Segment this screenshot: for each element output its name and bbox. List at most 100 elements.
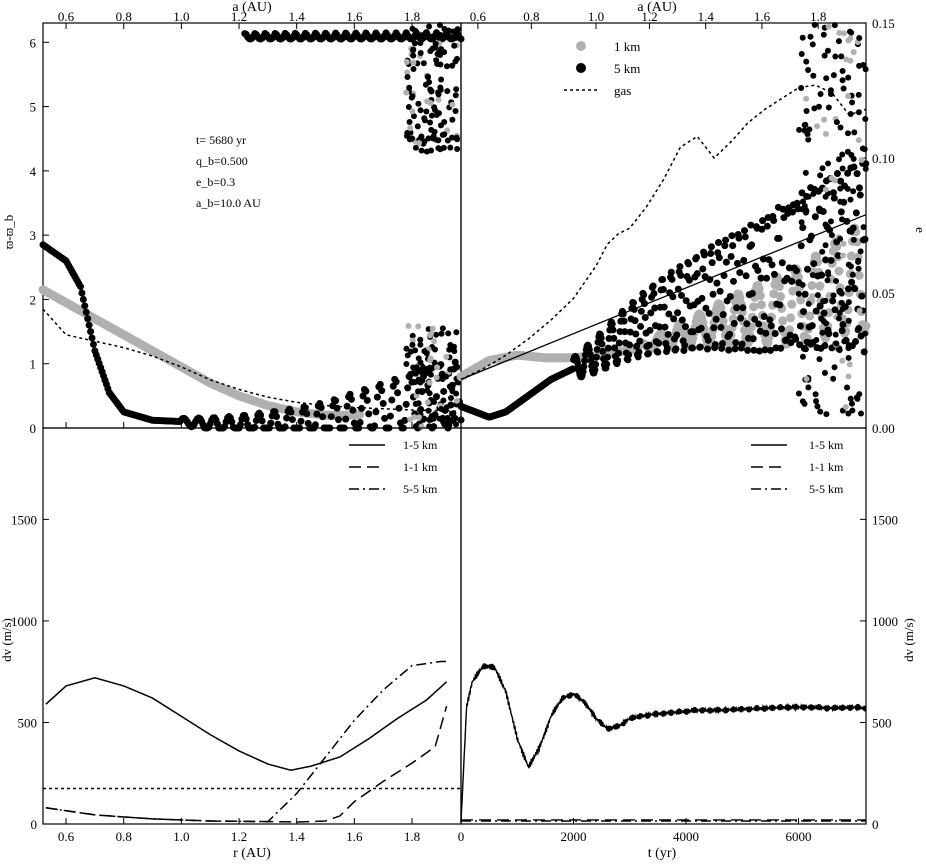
legend-bottom-right: 1-5 km 1-1 km 5-5 km [751, 438, 844, 496]
point-5km [858, 157, 865, 164]
point-5km [813, 398, 820, 405]
point-1km [355, 410, 365, 420]
y-tick-label: 1500 [872, 512, 898, 527]
point-5km [431, 338, 438, 345]
point-5km [844, 169, 852, 177]
point-5km [705, 309, 713, 317]
line-gas [42, 308, 459, 412]
point-5km [845, 345, 852, 352]
point-5km [376, 380, 384, 388]
legend-marker-1km [576, 41, 586, 51]
point-5km [644, 350, 652, 358]
point-5km [430, 415, 437, 422]
point-5km [615, 339, 623, 347]
point-5km [837, 177, 845, 185]
point-5km [839, 305, 846, 312]
point-5km [848, 29, 855, 36]
annotation-binary-separation: a_b=10.0 AU [196, 196, 261, 210]
point-5km [849, 271, 856, 278]
x-tick-label: 6000 [786, 829, 812, 844]
point-5km [842, 404, 849, 411]
point-5km [709, 290, 717, 298]
point-5km [392, 378, 400, 386]
point-5km [799, 281, 806, 288]
point-5km [676, 263, 684, 271]
point-5km [854, 327, 861, 334]
point-5km [721, 242, 729, 250]
point-5km [822, 342, 829, 349]
y-tick-label: 5 [30, 100, 37, 115]
point-5km [418, 147, 425, 154]
point-5km [850, 188, 857, 195]
point-5km [795, 290, 802, 297]
annotation-mass-ratio: q_b=0.500 [196, 154, 248, 168]
point-5km [415, 355, 422, 362]
point-5km [830, 292, 837, 299]
y-tick-label: 4 [30, 164, 37, 179]
point-5km [715, 239, 723, 247]
legend-label-1-5km: 1-5 km [809, 438, 844, 452]
point-5km [404, 384, 412, 392]
point-5km [805, 67, 812, 74]
point-5km [435, 91, 442, 98]
panel-bottom-left: 0.6 0.8 1.0 1.2 1.4 1.6 1.8 0 500 1000 1500 r (AU)… [0, 427, 462, 861]
y-tick-label: 0 [31, 817, 38, 832]
point-1km [846, 251, 856, 261]
point-5km [425, 407, 432, 414]
point-5km [696, 343, 704, 351]
point-5km [659, 275, 667, 283]
point-5km [439, 325, 446, 332]
point-5km [428, 366, 435, 373]
point-5km [409, 332, 416, 339]
point-5km [839, 357, 846, 364]
point-5km [844, 285, 852, 293]
point-5km [839, 77, 846, 84]
point-5km [702, 304, 710, 312]
point-5km [728, 232, 736, 240]
point-5km [821, 116, 828, 123]
point-5km [838, 327, 846, 335]
point-5km [742, 272, 750, 280]
point-5km [410, 47, 417, 54]
point-5km [415, 100, 422, 107]
point-5km [685, 276, 693, 284]
point-5km [451, 348, 458, 355]
point-5km [281, 423, 289, 431]
point-5km [761, 346, 769, 354]
point-5km [848, 228, 855, 235]
point-5km [839, 165, 846, 172]
x-tick-label-top: 0.6 [470, 9, 487, 24]
point-5km [758, 225, 766, 233]
point-5km [731, 345, 739, 353]
point-5km [365, 410, 373, 418]
point-5km [659, 285, 667, 293]
point-5km [827, 256, 835, 264]
point-5km [833, 278, 840, 285]
point-5km [428, 126, 435, 133]
point-5km [677, 271, 685, 279]
point-5km [670, 315, 678, 323]
point-5km [386, 412, 394, 420]
point-5km [78, 289, 86, 297]
point-5km [373, 393, 381, 401]
point-5km [800, 198, 807, 205]
point-1km [774, 282, 784, 292]
point-1km [756, 300, 766, 310]
point-5km [839, 68, 846, 75]
legend-label-1km: 1 km [614, 39, 640, 54]
point-5km [412, 144, 419, 151]
point-5km [427, 99, 434, 106]
point-5km [608, 320, 616, 328]
point-5km [803, 338, 810, 345]
point-1km [755, 291, 765, 301]
point-5km [81, 302, 89, 310]
point-5km [610, 334, 618, 342]
point-5km [424, 73, 431, 80]
x-tick-label-top: 1.8 [810, 9, 826, 24]
point-5km [802, 169, 809, 176]
point-5km [832, 53, 839, 60]
point-5km [404, 74, 411, 81]
point-5km [839, 151, 846, 158]
point-5km [452, 58, 459, 65]
point-5km [313, 410, 321, 418]
